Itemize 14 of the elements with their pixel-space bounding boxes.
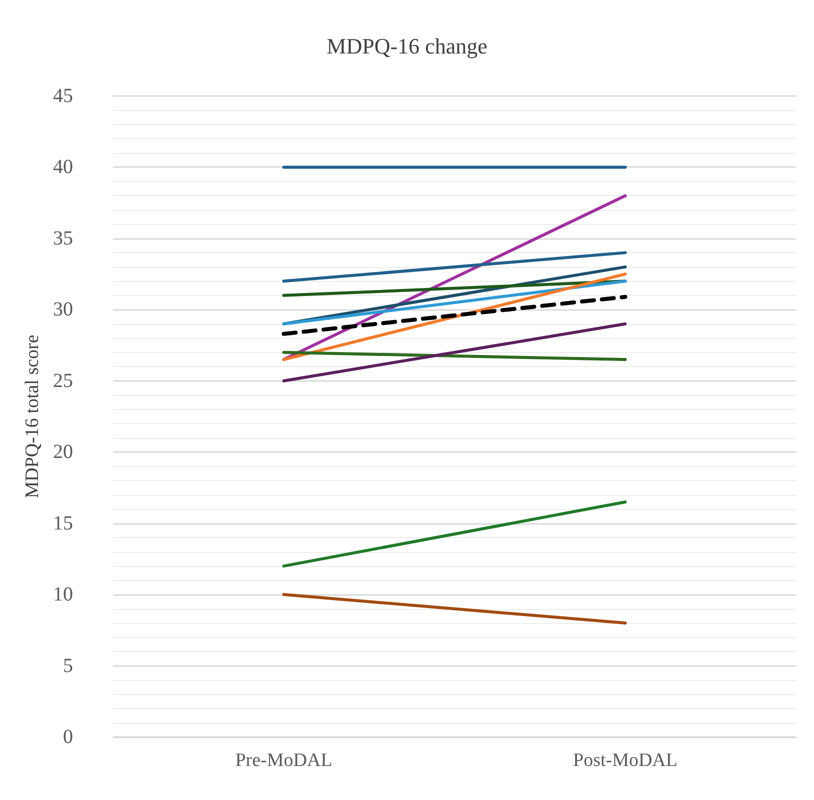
x-tick-label: Pre-MoDAL xyxy=(235,750,332,771)
y-tick-label: 40 xyxy=(53,156,73,178)
y-tick-label: 15 xyxy=(53,512,73,534)
y-axis-title: MDPQ-16 total score xyxy=(22,334,44,498)
y-tick-label: 10 xyxy=(53,584,73,606)
y-tick-label: 35 xyxy=(53,227,73,250)
y-tick-label: 30 xyxy=(53,298,73,321)
y-tick-label: 20 xyxy=(53,441,73,464)
chart-title: MDPQ-16 change xyxy=(326,34,488,58)
x-tick-label: Post-MoDAL xyxy=(572,750,678,771)
y-tick-label: 0 xyxy=(63,726,73,748)
y-tick-label: 45 xyxy=(53,85,73,107)
y-tick-label: 25 xyxy=(53,370,73,392)
y-tick-label: 5 xyxy=(63,654,73,677)
